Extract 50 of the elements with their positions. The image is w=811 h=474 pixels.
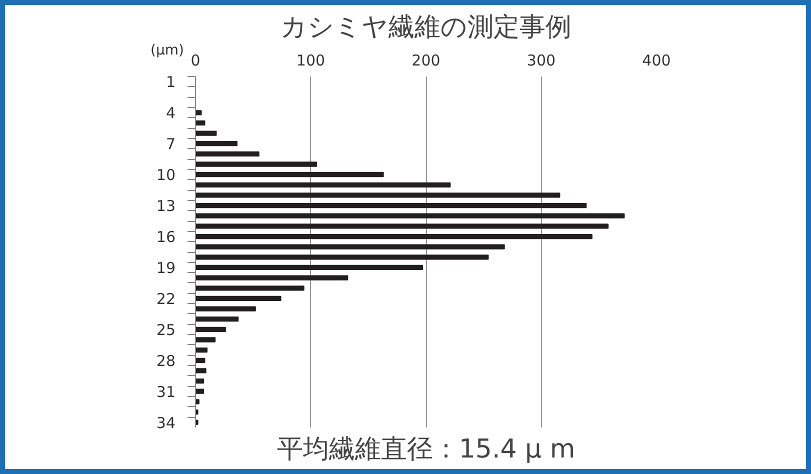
bar [196,286,304,291]
bar [196,224,609,229]
bar [196,337,216,342]
bar [196,192,560,198]
bar [196,399,200,404]
bar [196,348,208,353]
y-axis-title: (μm) [150,42,184,58]
bar [196,275,348,280]
bar [196,316,239,322]
y-tick-label: 34 [156,414,176,432]
y-tick-label: 13 [156,197,176,216]
x-tick-label: 0 [190,52,200,70]
y-tick-label: 16 [156,228,176,246]
bar [196,162,318,167]
x-tick-label: 400 [642,52,671,70]
chart-title: カシミヤ繊維の測定事例 [280,12,572,42]
bar [196,130,217,136]
bar [196,254,489,260]
x-tick-label: 300 [526,52,556,70]
y-tick-label: 19 [156,258,176,277]
y-tick-label: 25 [156,320,176,339]
y-tick-label: 4 [166,104,176,122]
y-tick-label: 22 [156,290,176,308]
bar [196,172,384,178]
bar [196,151,260,156]
y-tick-label: 1 [166,73,176,92]
bar [196,306,256,312]
x-tick-label: 200 [412,52,440,70]
bar [196,213,625,218]
y-tick-label: 28 [156,352,176,370]
bar [196,388,204,394]
y-tick-label: 7 [166,135,176,154]
bar [196,326,226,332]
bar [196,368,206,374]
bar [196,120,206,126]
bar [196,110,202,116]
bar [196,420,198,425]
bar [196,378,204,384]
y-tick-label: 31 [156,382,176,401]
bar [196,141,238,146]
bar [196,296,282,302]
text: 平均繊維直径：15.4 μ m [276,434,576,464]
x-tick-label: 100 [296,52,326,70]
bar [196,202,587,208]
bar [196,182,451,188]
bar [196,234,592,240]
y-tick-label: 10 [156,166,176,184]
bar [196,264,424,270]
bar [196,358,206,363]
bar [196,244,505,250]
